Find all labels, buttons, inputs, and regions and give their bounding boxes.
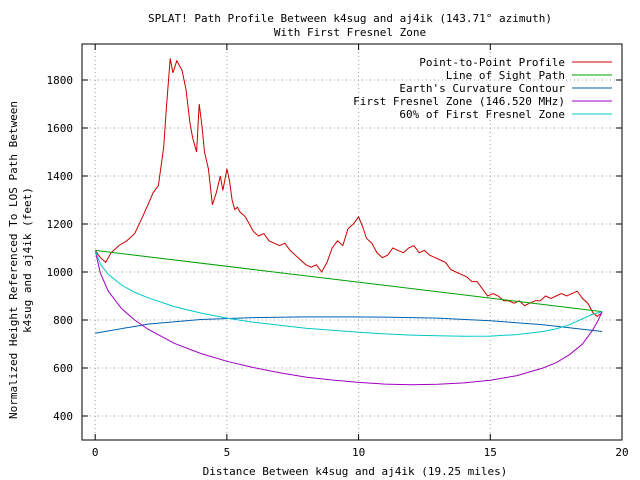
series-group xyxy=(94,58,603,386)
legend-label: First Fresnel Zone (146.520 MHz) xyxy=(353,95,565,108)
y-tick-label: 800 xyxy=(53,314,73,327)
series-line-line-of-sight-path xyxy=(95,249,603,313)
x-tick-label: 15 xyxy=(484,446,497,459)
y-tick-label: 1400 xyxy=(47,170,74,183)
x-tick-label: 20 xyxy=(615,446,628,459)
chart-subtitle: With First Fresnel Zone xyxy=(274,26,426,39)
y-tick-label: 1800 xyxy=(47,74,74,87)
axis-ticks: 0 5 10 15 20 400 600 800 1000 1200 1400 1600 1800 xyxy=(47,44,629,459)
x-axis-label: Distance Between k4sug and aj4ik (19.25 … xyxy=(203,465,508,478)
y-tick-label: 1200 xyxy=(47,218,74,231)
series-line-point-to-point-profile xyxy=(94,58,603,318)
legend-label: Earth's Curvature Contour xyxy=(399,82,565,95)
x-tick-label: 0 xyxy=(92,446,99,459)
x-tick-label: 10 xyxy=(352,446,365,459)
y-axis-label: Normalized Height Referenced To LOS Path… xyxy=(7,101,20,419)
x-tick-label: 5 xyxy=(224,446,231,459)
y-tick-label: 1600 xyxy=(47,122,74,135)
series-line-first-fresnel-zone-146-520-mhz xyxy=(94,250,603,386)
legend-label: Line of Sight Path xyxy=(446,69,565,82)
chart-title: SPLAT! Path Profile Between k4sug and aj… xyxy=(148,12,552,25)
y-tick-label: 600 xyxy=(53,362,73,375)
series-line-60-of-first-fresnel-zone xyxy=(94,250,603,337)
series-line-earth-s-curvature-contour xyxy=(95,316,603,334)
y-tick-label: 400 xyxy=(53,410,73,423)
legend-label: 60% of First Fresnel Zone xyxy=(399,108,565,121)
legend-label: Point-to-Point Profile xyxy=(419,56,565,69)
y-axis-label-line2: k4sug and aj4ik (feet) xyxy=(21,187,34,333)
plot-frame xyxy=(81,43,623,441)
y-tick-label: 1000 xyxy=(47,266,74,279)
